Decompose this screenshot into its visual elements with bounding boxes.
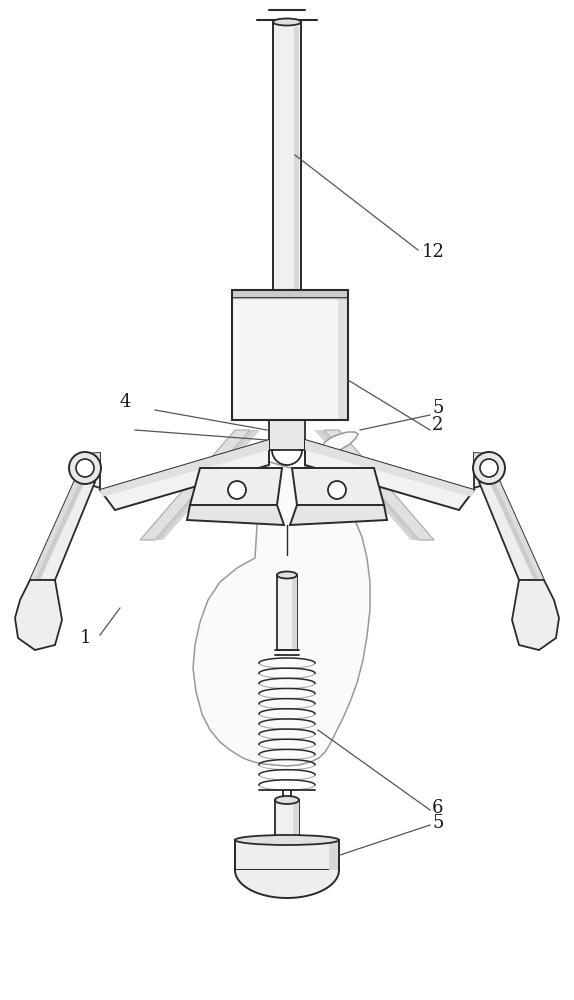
Text: 2: 2 [432,416,443,434]
Text: 5: 5 [432,814,443,832]
Polygon shape [338,298,348,420]
Polygon shape [294,27,299,290]
Ellipse shape [275,837,299,843]
Circle shape [69,452,101,484]
Polygon shape [100,440,269,510]
Polygon shape [494,480,544,580]
Text: 12: 12 [422,243,445,261]
Polygon shape [273,22,301,290]
Polygon shape [479,480,544,580]
Polygon shape [474,453,493,461]
Ellipse shape [275,796,299,804]
Polygon shape [190,468,282,505]
Polygon shape [319,430,419,540]
Circle shape [480,459,498,477]
Text: 6: 6 [432,799,444,817]
Polygon shape [305,440,474,510]
Polygon shape [512,580,559,650]
Circle shape [328,481,346,499]
Ellipse shape [277,572,297,578]
Polygon shape [489,480,539,580]
Text: 1: 1 [80,629,91,647]
Polygon shape [15,580,62,650]
Polygon shape [292,468,384,505]
Polygon shape [232,298,348,420]
Polygon shape [30,480,95,580]
Polygon shape [160,430,260,540]
Polygon shape [277,575,297,650]
Polygon shape [81,453,100,461]
Polygon shape [324,430,434,540]
Polygon shape [292,575,297,650]
Polygon shape [235,840,339,870]
Circle shape [473,452,505,484]
Polygon shape [474,453,493,488]
Ellipse shape [273,18,301,25]
Text: 4: 4 [120,393,131,411]
Polygon shape [30,480,80,580]
Polygon shape [140,430,250,540]
Circle shape [76,459,94,477]
Polygon shape [187,505,284,525]
Polygon shape [275,800,299,840]
Text: 5: 5 [432,399,443,417]
Polygon shape [100,440,269,497]
Polygon shape [329,840,339,870]
Polygon shape [81,453,100,488]
Polygon shape [290,505,387,525]
Polygon shape [269,420,305,450]
Polygon shape [155,430,255,540]
Polygon shape [293,800,299,840]
Circle shape [228,481,246,499]
Polygon shape [193,432,370,766]
Ellipse shape [235,835,339,845]
Polygon shape [232,290,348,298]
Polygon shape [314,430,414,540]
Polygon shape [305,440,474,497]
Polygon shape [35,480,85,580]
